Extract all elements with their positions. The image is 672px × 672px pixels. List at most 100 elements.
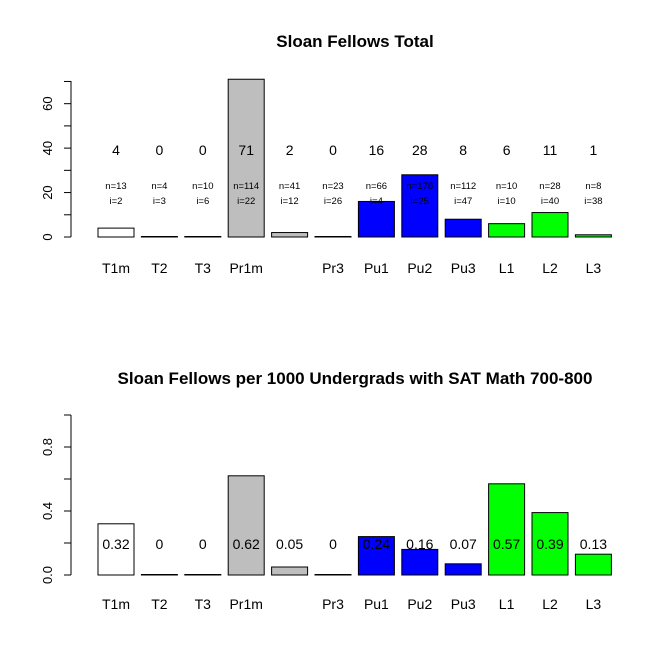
chart-1-category-label: Pr1m [229,260,262,276]
chart-1-bar [531,212,569,238]
chart-1-i-label: i=47 [454,196,472,207]
chart-2-bar [401,548,439,576]
chart-1-bar [357,200,395,238]
chart-1-n-label: n=41 [279,181,300,192]
chart-2-plot: 0.0 0.4 0.8 T1m 0.32 T2 0 T3 0 Pr1m 0.62 0.05 Pr3 0 Pu… [40,414,612,612]
chart-1-bar [97,227,135,238]
chart-1-y-tick-label: 40 [40,141,55,155]
chart-2-category-label: T1m [102,596,130,612]
chart-1-bar [488,223,526,238]
chart-1-bar [271,232,309,238]
chart-1-bar [314,236,352,238]
chart-1-y-tick-label: 0 [40,233,55,240]
chart-1-value-label: 8 [459,142,467,158]
chart-2-bar [357,536,395,576]
chart-2-category-label: Pu1 [364,596,389,612]
chart-1-n-label: n=112 [450,181,476,192]
chart-1-i-label: i=25 [411,196,429,207]
chart-2-value-label: 0.07 [450,536,477,552]
chart-1-i-label: i=10 [497,196,515,207]
chart-1-n-label: n=28 [539,181,560,192]
chart-1-value-label: 0 [329,142,337,158]
chart-1-category-label: L3 [586,260,602,276]
chart-2-category-label: Pr1m [229,596,262,612]
chart-1-category-label: Pu2 [407,260,432,276]
chart-1-i-label: i=38 [584,196,602,207]
chart-1-value-label: 6 [503,142,511,158]
chart-1-title: Sloan Fellows Total [276,32,433,51]
chart-1-i-label: i=26 [324,196,342,207]
chart-1-value-label: 2 [286,142,294,158]
chart-2-value-label: 0.39 [536,536,563,552]
chart-2-value-label: 0 [156,536,164,552]
chart-1-plot: 0204060T1m4n=13i=2T20n=4i=3T30n=10i=6Pr1… [40,78,612,276]
chart-1-y-tick-label: 60 [40,96,55,110]
chart-2-category-label: Pu3 [451,596,476,612]
chart-2-value-label: 0.62 [233,536,260,552]
chart-2-category-label: T2 [151,596,168,612]
chart-2-bar [444,563,482,576]
chart-2-title: Sloan Fellows per 1000 Undergrads with S… [118,369,593,388]
chart-1-n-label: n=13 [105,181,126,192]
chart-2-bar [488,483,526,576]
chart-2-value-label: 0 [199,536,207,552]
chart-1-i-label: i=6 [196,196,209,207]
chart-2-bar [184,574,222,576]
chart-1-i-label: i=22 [237,196,255,207]
chart-2-bar [574,553,612,576]
chart-2-bar [271,566,309,576]
chart-1-value-label: 0 [199,142,207,158]
chart-1-i-label: i=4 [370,196,383,207]
chart-1-n-label: n=8 [585,181,601,192]
chart-2-value-label: 0.13 [580,536,607,552]
chart-2-y-tick-label: 0.0 [40,566,55,584]
chart-1-i-label: i=40 [541,196,559,207]
chart-1-value-label: 4 [112,142,120,158]
chart-1-category-label: Pu3 [451,260,476,276]
chart-1-value-label: 28 [412,142,428,158]
chart-1-n-label: n=23 [322,181,343,192]
chart-2-value-label: 0.57 [493,536,520,552]
chart-2-value-label: 0.32 [102,536,129,552]
chart-2-category-label: L2 [542,596,558,612]
chart-2-value-label: 0.24 [363,536,390,552]
chart-1-category-label: Pu1 [364,260,389,276]
chart-1-n-label: n=10 [192,181,213,192]
chart-1-n-label: n=114 [233,181,259,192]
chart-1-n-label: n=4 [151,181,167,192]
chart-1-value-label: 71 [238,142,254,158]
chart-2-bar [97,523,135,576]
chart-1-value-label: 1 [590,142,598,158]
chart-1-bar [574,234,612,238]
chart-1-value-label: 11 [543,142,558,158]
chart-1-n-label: n=66 [366,181,387,192]
chart-1-bar [444,218,482,238]
chart-1-n-label: n=178 [406,181,433,192]
chart-2-y-tick-label: 0.8 [40,438,55,456]
chart-2-category-label: L3 [586,596,602,612]
chart-1-category-label: T2 [151,260,168,276]
chart-2-value-label: 0.16 [406,536,433,552]
chart-1-bar [401,174,439,238]
chart-2-bar [227,475,265,576]
chart-1-y-tick-label: 20 [40,185,55,199]
chart-2-bar [140,574,178,576]
chart-1-bar [184,236,222,238]
chart-2-y-tick-label: 0.4 [40,502,55,520]
chart-2-category-label: Pu2 [407,596,432,612]
chart-2-category-label: L1 [499,596,515,612]
chart-1-i-label: i=3 [153,196,166,207]
chart-1-n-label: n=10 [496,181,517,192]
chart-2-value-label: 0 [329,536,337,552]
chart-1-value-label: 16 [369,142,385,158]
chart-2-value-label: 0.05 [276,536,303,552]
chart-1-category-label: T1m [102,260,130,276]
chart-1-category-label: T3 [195,260,212,276]
chart-1-category-label: L1 [499,260,515,276]
chart-1-i-label: i=12 [280,196,298,207]
chart-1-bar [140,236,178,238]
chart-1-category-label: Pr3 [322,260,344,276]
chart-1-bar [227,78,265,238]
chart-2-category-label: T3 [195,596,212,612]
